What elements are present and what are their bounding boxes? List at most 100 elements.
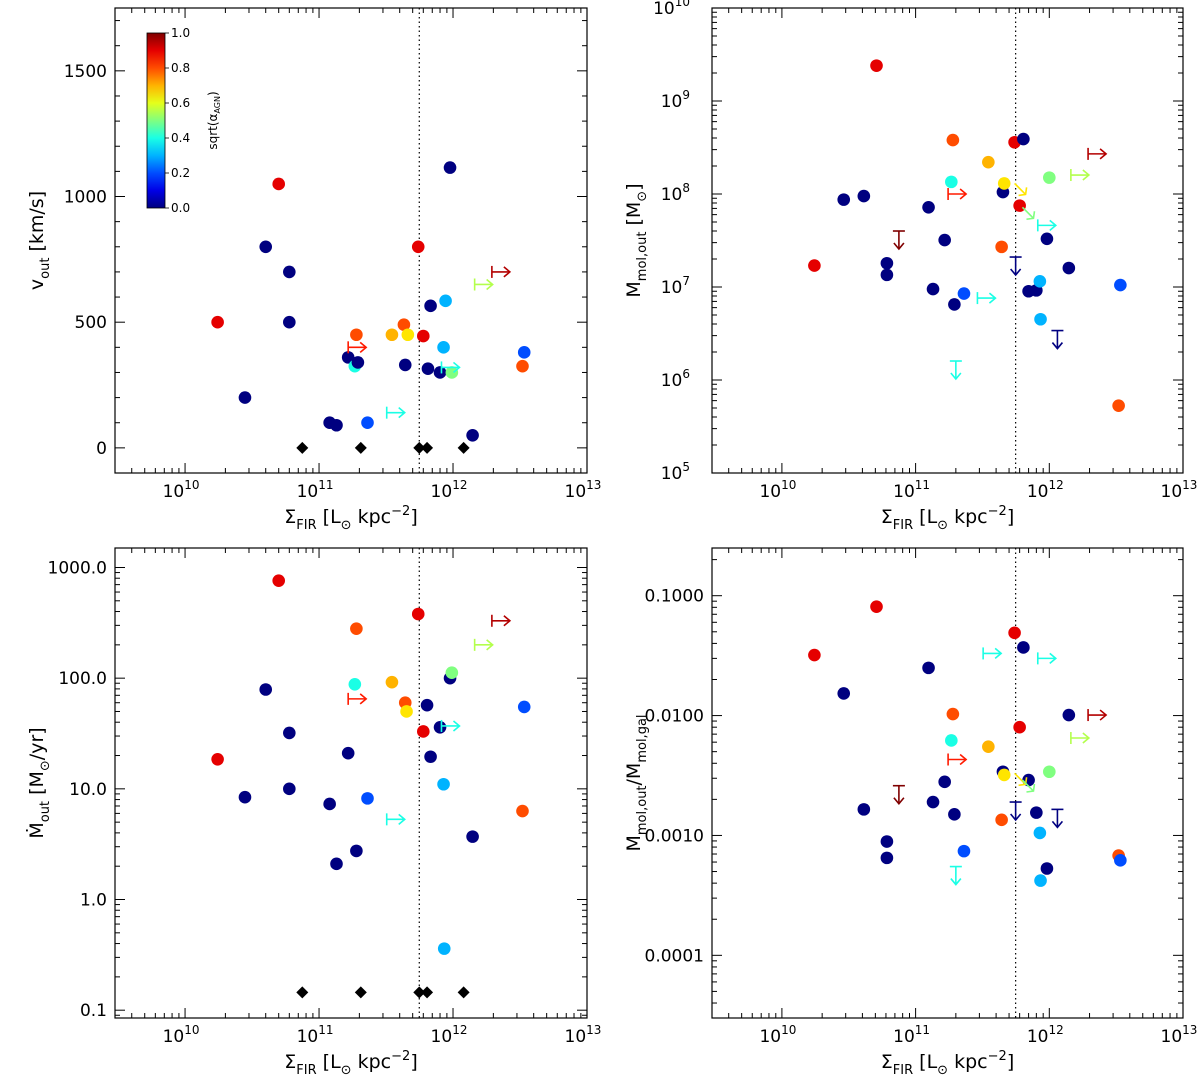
y-tick-label: 10.0 [69,780,107,800]
data-point [1033,826,1047,840]
limit-arrow [982,647,1003,660]
data-point [323,797,336,811]
data-point [1040,232,1054,246]
plot-frame [114,547,588,1019]
data-point [880,256,894,270]
data-point [272,177,286,191]
data-point [1112,399,1125,412]
limit-arrow [1009,256,1022,277]
data-point [1040,862,1054,875]
diamond-marker [421,986,434,999]
data-point [516,804,529,818]
data-point [424,750,437,764]
data-point [948,298,961,311]
data-point [982,740,995,753]
colorbar-tick-label: 0.4 [171,131,190,145]
data-point [1043,765,1056,779]
y-tick-label: 0.0010 [645,826,704,846]
y-tick-label: 500 [75,313,107,333]
data-point [424,299,437,313]
diamond-marker [457,441,470,454]
data-point [870,600,883,613]
limit-arrow [1051,329,1064,350]
y-axis-label: vout [km/s] [26,191,53,290]
y-tick-label: 1.0 [80,891,107,911]
data-point [808,259,821,272]
data-point [837,193,851,206]
data-point [926,282,940,296]
y-tick-label: 0.0100 [645,707,704,727]
limit-arrow [473,278,494,291]
data-point [211,752,224,766]
data-point [439,294,452,308]
x-tick-label: 1013 [565,478,602,502]
data-point [283,726,296,740]
data-point [416,329,430,343]
data-point [517,346,531,359]
x-tick-label: 1011 [297,478,334,502]
data-point [433,720,447,734]
limit-arrow [491,265,512,278]
data-point [411,607,425,621]
data-point [211,315,224,329]
data-point [1030,806,1043,819]
data-point [330,418,343,432]
x-axis-label: ΣFIR [L⊙ kpc−2] [881,504,1014,533]
limit-arrow [1014,772,1028,787]
colorbar-tick-label: 0.8 [171,61,190,75]
data-point [361,416,374,430]
data-point [350,328,363,342]
colorbar-tick-label: 0.2 [171,166,190,180]
data-point [857,803,871,816]
y-tick-label: 1000 [64,188,107,208]
data-point [259,683,273,696]
data-point [945,175,958,189]
colorbar-tick-label: 0.6 [171,96,190,110]
data-point [946,707,960,721]
y-tick-label: 106 [661,367,690,391]
x-tick-label: 1011 [893,478,930,502]
data-point [1013,199,1026,212]
y-tick-label: 105 [661,460,690,484]
limit-arrow [1087,709,1108,722]
y-tick-label: 0.1000 [645,587,704,607]
y-tick-label: 1500 [64,62,107,82]
data-point [238,790,252,804]
x-axis-label: ΣFIR [L⊙ kpc−2] [284,504,417,533]
data-point [938,775,951,789]
limit-arrow [347,692,368,705]
x-tick-label: 1013 [1161,478,1198,502]
data-point [437,777,450,791]
data-point [416,725,430,738]
data-point [400,705,413,718]
data-point [466,830,479,843]
data-point [238,391,252,404]
data-point [1017,132,1030,146]
data-point [1008,626,1021,640]
data-point [880,851,894,865]
data-point [1013,720,1026,734]
y-tick-label: 0.0001 [645,946,704,966]
data-point [445,366,459,379]
data-point [348,678,362,691]
y-axis-label: Ṁout [M⊙/yr] [25,727,53,838]
data-point [385,328,399,342]
y-tick-label: 109 [661,88,690,112]
data-point [1062,261,1076,275]
limit-arrow [949,360,962,381]
data-point [870,59,883,72]
x-tick-label: 1012 [1027,478,1064,502]
data-point [957,844,971,858]
diamond-marker [413,986,426,999]
x-tick-label: 1011 [297,1023,334,1047]
limit-arrow [440,361,461,374]
diamond-marker [296,441,309,454]
y-tick-label: 108 [661,181,690,205]
data-point [945,734,958,747]
diamond-marker [413,441,426,454]
x-tick-label: 1011 [893,1023,930,1047]
data-point [995,240,1008,254]
data-point [401,328,415,342]
colorbar [146,32,166,209]
